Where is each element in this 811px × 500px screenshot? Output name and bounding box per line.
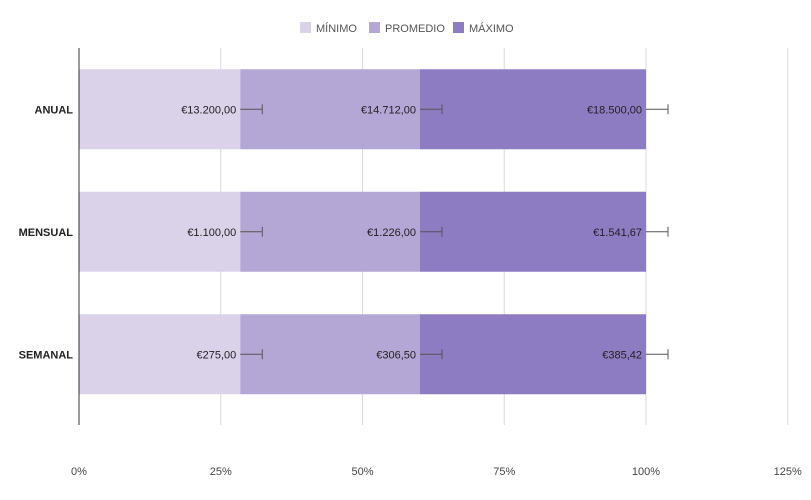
bar-segment: [419, 314, 646, 395]
bars: [79, 69, 646, 395]
legend-swatch-maximo: [453, 22, 464, 33]
category-label: SEMANAL: [19, 349, 74, 361]
legend-swatch-promedio: [369, 22, 380, 33]
bar-segment: [240, 191, 420, 272]
legend-label-promedio: PROMEDIO: [385, 23, 445, 35]
category-label: ANUAL: [35, 104, 74, 116]
error-bars: [240, 104, 669, 360]
legend-label-minimo: MÍNIMO: [316, 22, 357, 35]
legend-swatch-minimo: [300, 22, 311, 33]
data-label: €385,42: [602, 349, 642, 361]
data-label: €1.100,00: [187, 227, 236, 239]
x-tick-label: 75%: [493, 466, 515, 478]
x-tick-label: 25%: [210, 466, 232, 478]
category-label: MENSUAL: [19, 227, 74, 239]
data-label: €1.226,00: [367, 227, 416, 239]
x-tick-label: 100%: [632, 466, 660, 478]
data-labels: €13.200,00 €14.712,00 €18.500,00 €1.100,00 €…: [181, 104, 642, 361]
bar-segment: [419, 191, 646, 272]
bar-segment: [79, 191, 241, 272]
axis: 0% 25% 50% 75% 100% 125% ANUAL MENSUAL SEMANAL: [19, 48, 802, 478]
x-tick-label: 125%: [774, 466, 802, 478]
data-label: €306,50: [376, 349, 416, 361]
legend-label-maximo: MÁXIMO: [469, 22, 514, 35]
x-tick-label: 50%: [351, 466, 373, 478]
bar-segment: [419, 69, 646, 150]
bar-segment: [79, 314, 241, 395]
bar-segment: [240, 69, 420, 150]
data-label: €13.200,00: [181, 104, 236, 116]
data-label: €1.541,67: [593, 227, 642, 239]
data-label: €14.712,00: [361, 104, 416, 116]
x-tick-label: 0%: [71, 466, 87, 478]
legend: MÍNIMO PROMEDIO MÁXIMO: [300, 22, 514, 35]
bar-segment: [79, 69, 241, 150]
data-label: €18.500,00: [587, 104, 642, 116]
bar-segment: [240, 314, 420, 395]
data-label: €275,00: [196, 349, 236, 361]
